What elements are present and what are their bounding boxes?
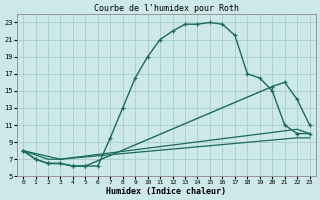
Title: Courbe de l'humidex pour Roth: Courbe de l'humidex pour Roth	[94, 4, 239, 13]
X-axis label: Humidex (Indice chaleur): Humidex (Indice chaleur)	[106, 187, 226, 196]
